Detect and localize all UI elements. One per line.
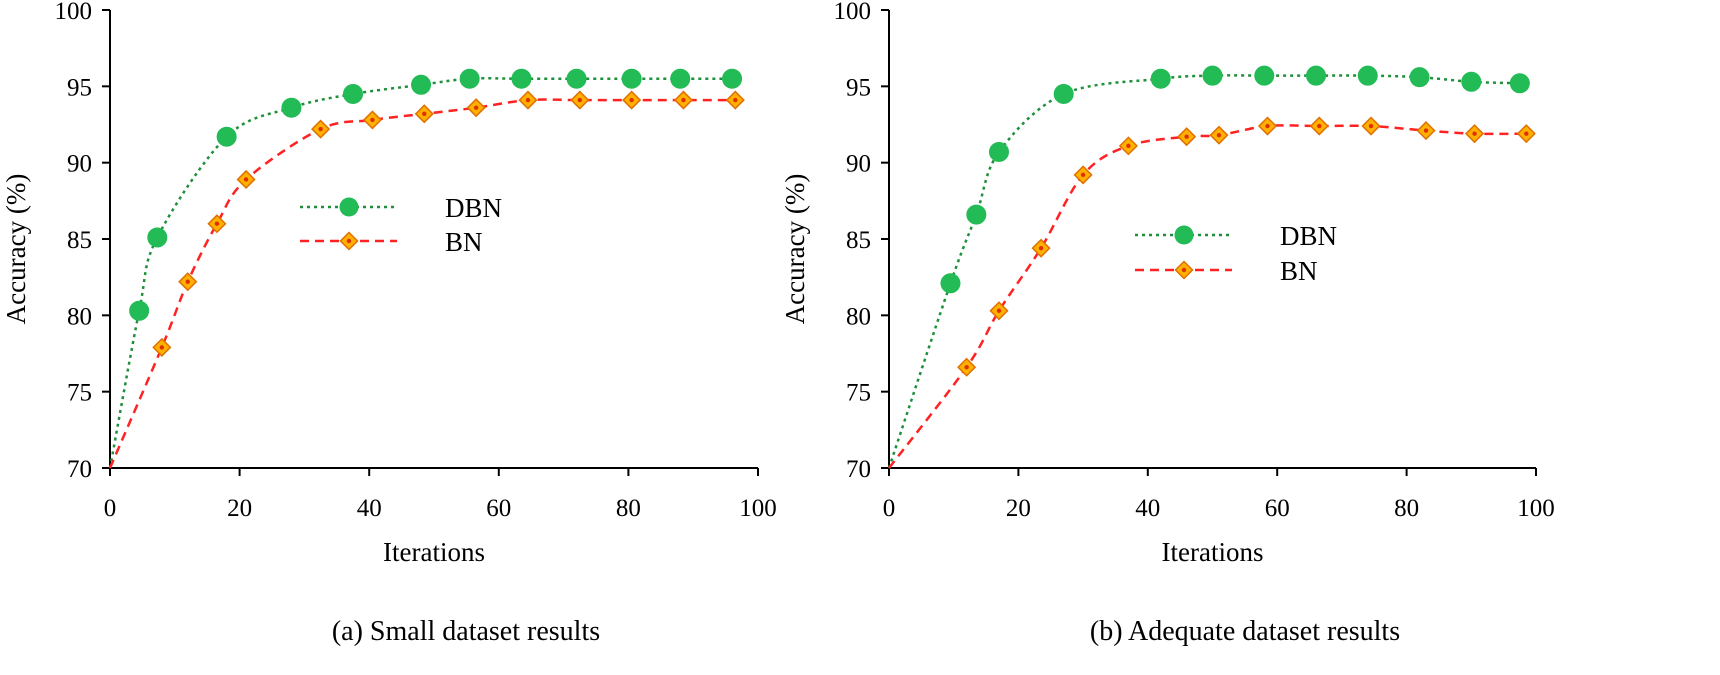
data-point-bn-center — [577, 97, 582, 103]
data-point-dbn — [411, 74, 432, 95]
y-tick-label: 90 — [846, 151, 871, 178]
data-point-bn-center — [185, 279, 190, 284]
series-line-dbn — [108, 77, 733, 469]
data-point-dbn — [1202, 65, 1223, 86]
y-tick-label: 85 — [846, 227, 871, 254]
data-point-bn-center — [214, 221, 220, 226]
x-tick-label: 0 — [104, 495, 117, 522]
chart-caption: (a) Small dataset results — [332, 616, 600, 647]
data-point-bn-center — [1184, 134, 1189, 139]
x-tick-label: 100 — [1517, 495, 1555, 522]
data-point-dbn — [966, 204, 987, 225]
legend-label-dbn: DBN — [1280, 221, 1337, 251]
data-point-dbn — [1509, 73, 1530, 94]
data-point-dbn — [216, 126, 237, 147]
legend-label-bn: BN — [1280, 256, 1318, 286]
data-point-bn-center — [1524, 131, 1529, 136]
data-point-dbn — [1053, 83, 1074, 104]
data-point-dbn — [1306, 65, 1327, 86]
y-tick-label: 75 — [67, 380, 92, 407]
data-point-dbn — [1150, 68, 1171, 89]
data-point-bn-center — [1368, 123, 1374, 129]
data-point-dbn — [281, 97, 302, 118]
y-axis-title: Accuracy (%) — [1, 174, 31, 325]
y-tick-label: 100 — [55, 0, 93, 25]
y-tick-label: 80 — [846, 303, 871, 330]
y-tick-label: 90 — [67, 151, 92, 178]
data-point-bn-center — [681, 97, 686, 103]
data-point-bn-center — [370, 117, 375, 123]
data-point-bn-center — [996, 308, 1002, 313]
data-point-dbn — [1409, 67, 1430, 88]
data-point-dbn — [459, 68, 480, 89]
y-tick-label: 95 — [846, 74, 871, 101]
x-tick-label: 80 — [1394, 495, 1419, 522]
x-axis-title: Iterations — [1162, 537, 1264, 567]
y-tick-label: 85 — [67, 227, 92, 254]
data-point-bn-center — [964, 365, 969, 370]
data-point-bn-center — [733, 97, 738, 103]
data-point-bn-center — [243, 177, 249, 182]
data-point-dbn — [722, 68, 743, 89]
data-point-dbn — [511, 68, 532, 89]
data-point-bn-center — [1080, 172, 1086, 178]
data-point-dbn — [1254, 65, 1275, 86]
data-point-dbn — [147, 227, 168, 248]
data-point-bn-center — [1317, 123, 1322, 129]
y-tick-label: 100 — [834, 0, 872, 25]
legend-label-dbn: DBN — [445, 193, 502, 223]
data-point-dbn — [988, 141, 1009, 162]
y-axis-title: Accuracy (%) — [780, 174, 810, 325]
x-axis-title: Iterations — [383, 537, 485, 567]
x-tick-label: 40 — [357, 495, 382, 522]
series-line-bn — [888, 124, 1527, 469]
data-point-dbn — [343, 83, 363, 104]
x-tick-label: 80 — [616, 495, 641, 522]
x-tick-label: 20 — [227, 495, 252, 522]
data-point-bn-center — [318, 126, 323, 132]
data-point-dbn — [129, 300, 150, 321]
data-point-dbn — [621, 68, 642, 89]
data-point-bn-center — [1265, 123, 1270, 129]
data-point-bn-center — [1472, 131, 1477, 136]
x-tick-label: 0 — [883, 495, 896, 522]
legend-label-bn: BN — [445, 227, 483, 257]
legend-marker-bn-center — [1181, 267, 1187, 273]
chart-caption: (b) Adequate dataset results — [1090, 616, 1400, 647]
data-point-dbn — [566, 68, 587, 89]
data-point-bn-center — [629, 97, 634, 103]
data-point-bn-center — [159, 345, 165, 350]
data-point-bn-center — [473, 105, 479, 110]
x-tick-label: 40 — [1135, 495, 1160, 522]
data-point-bn-center — [1423, 128, 1429, 133]
chart-panel-1: 70 75 80 85 90 95 100 0 20 40 60 80 100 Iterations Acc… — [1, 0, 777, 647]
chart-panel-2: 70 75 80 85 90 95 100 0 20 40 60 80 100 Iterations Acc… — [780, 0, 1555, 647]
legend-marker-bn-center — [346, 238, 352, 244]
legend-marker-dbn — [339, 197, 359, 217]
data-point-dbn — [670, 68, 691, 89]
x-tick-label: 60 — [486, 495, 511, 522]
data-point-bn-center — [1126, 143, 1131, 149]
x-tick-label: 60 — [1265, 495, 1290, 522]
y-tick-label: 75 — [846, 380, 871, 407]
data-point-dbn — [940, 273, 961, 294]
data-point-bn-center — [1038, 245, 1044, 251]
data-point-dbn — [1461, 71, 1482, 92]
x-tick-label: 100 — [739, 495, 777, 522]
y-tick-label: 70 — [846, 456, 871, 483]
y-tick-label: 80 — [67, 303, 92, 330]
data-point-bn-center — [422, 111, 427, 117]
series-line-bn — [108, 98, 736, 469]
data-point-dbn — [1357, 65, 1378, 86]
y-tick-label: 95 — [67, 74, 92, 101]
x-tick-label: 20 — [1006, 495, 1031, 522]
legend-marker-dbn — [1174, 225, 1194, 245]
y-tick-label: 70 — [67, 456, 92, 483]
data-point-bn-center — [525, 97, 531, 103]
data-point-bn-center — [1216, 132, 1222, 138]
